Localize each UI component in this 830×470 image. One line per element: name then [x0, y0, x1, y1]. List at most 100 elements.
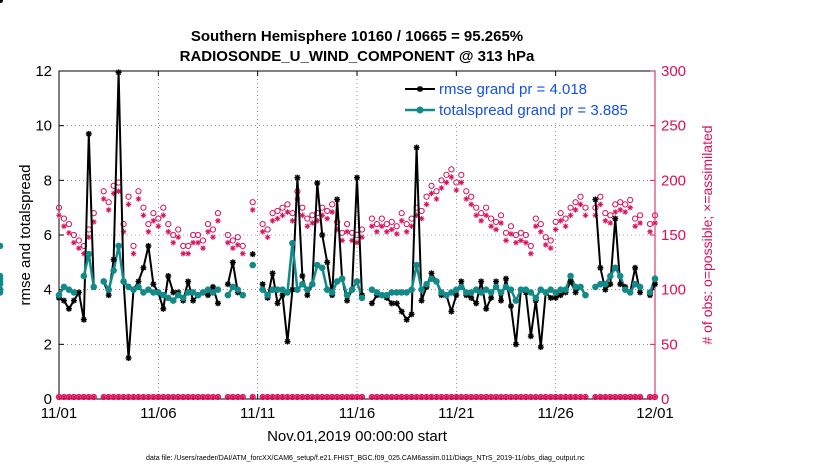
obs-possible-marker — [155, 215, 162, 222]
rmse-point — [453, 292, 460, 299]
obs-assimilated-marker — [627, 204, 633, 211]
obs-assimilated-zero-marker — [81, 394, 87, 400]
obs-assimilated-marker — [607, 220, 614, 226]
obs-assimilated-marker — [513, 239, 519, 246]
obs-possible-marker — [497, 212, 505, 219]
obs-assimilated-zero-marker — [468, 394, 475, 400]
obs-assimilated-marker — [537, 228, 544, 235]
obs-possible-marker — [378, 215, 385, 222]
obs-possible-marker — [627, 196, 634, 204]
rmse-point — [214, 300, 221, 307]
totalspread-point — [651, 275, 659, 283]
x-tick-label: 11/21 — [438, 405, 474, 422]
obs-possible-marker — [532, 215, 539, 222]
obs-possible-marker — [522, 231, 529, 239]
obs-possible-marker — [557, 210, 564, 217]
obs-assimilated-zero-marker — [383, 394, 390, 400]
totalspread-point — [383, 291, 391, 299]
totalspread-point — [150, 289, 157, 296]
totalspread-point — [304, 286, 311, 293]
rmse-point — [205, 292, 211, 299]
obs-possible-marker — [324, 207, 331, 215]
rmse-point — [354, 174, 360, 181]
totalspread-point — [199, 289, 207, 296]
obs-assimilated-zero-marker — [379, 394, 385, 400]
y2-axis-label: # of obs: o=possible; ×=assimilated — [699, 125, 715, 344]
obs-possible-marker — [65, 220, 73, 228]
obs-assimilated-marker — [562, 223, 569, 230]
obs-assimilated-marker — [170, 239, 177, 246]
totalspread-point — [294, 286, 301, 293]
obs-assimilated-zero-marker — [552, 394, 559, 400]
rmse-point — [637, 289, 644, 296]
obs-possible-marker — [607, 212, 614, 219]
obs-assimilated-marker — [532, 223, 539, 230]
obs-assimilated-zero-marker — [493, 394, 499, 400]
obs-assimilated-zero-marker — [597, 394, 604, 400]
obs-possible-marker — [463, 188, 470, 195]
obs-possible-marker — [229, 237, 236, 244]
totalspread-point — [100, 278, 107, 285]
obs-possible-marker — [264, 226, 271, 233]
obs-assimilated-marker — [56, 212, 62, 219]
totalspread-point — [274, 286, 281, 293]
legend-rmse-label: rmse grand pr = 4.018 — [439, 81, 587, 98]
totalspread-point — [418, 286, 425, 293]
rmse-point — [403, 316, 410, 323]
obs-assimilated-zero-marker — [443, 394, 450, 400]
obs-assimilated-zero-marker — [532, 394, 539, 400]
totalspread-point — [557, 286, 564, 293]
obs-assimilated-marker — [483, 212, 489, 219]
rmse-point — [507, 303, 514, 310]
totalspread-point — [532, 294, 540, 302]
obs-possible-marker — [492, 218, 500, 225]
obs-possible-marker — [478, 210, 485, 217]
obs-assimilated-marker — [448, 174, 455, 180]
obs-possible-marker — [403, 220, 410, 228]
totalspread-point — [343, 291, 351, 299]
totalspread-point — [224, 291, 232, 299]
obs-possible-marker — [224, 231, 231, 239]
obs-possible-marker — [165, 220, 172, 228]
obs-assimilated-zero-marker — [304, 394, 311, 400]
totalspread-point — [184, 289, 192, 296]
obs-possible-marker — [512, 231, 520, 239]
obs-assimilated-marker — [105, 207, 112, 213]
obs-possible-marker — [582, 204, 589, 211]
totalspread-point — [492, 283, 500, 291]
obs-assimilated-marker — [259, 228, 266, 235]
x-tick-label: 11/06 — [140, 405, 176, 422]
obs-possible-marker — [239, 242, 246, 250]
y2-tick-label: 250 — [661, 118, 686, 135]
totalspread-point — [194, 291, 202, 299]
obs-assimilated-marker — [398, 217, 405, 224]
obs-assimilated-marker — [458, 179, 465, 186]
legend: rmse grand pr = 4.018 totalspread grand … — [400, 76, 650, 120]
obs-assimilated-marker — [528, 250, 534, 257]
obs-assimilated-marker — [200, 245, 206, 251]
obs-assimilated-zero-marker — [547, 394, 554, 400]
rmse-point — [105, 292, 112, 299]
obs-assimilated-zero-marker — [503, 394, 509, 400]
obs-assimilated-zero-marker — [374, 394, 380, 400]
rmse-point — [428, 270, 435, 277]
totalspread-point — [160, 291, 167, 299]
obs-possible-marker — [145, 220, 152, 228]
totalspread-point — [338, 275, 346, 283]
obs-assimilated-zero-marker — [349, 394, 355, 400]
totalspread-point — [378, 291, 386, 299]
totalspread-point — [348, 286, 356, 293]
obs-possible-marker — [175, 226, 182, 233]
rmse-point — [65, 305, 72, 312]
totalspread-point — [239, 291, 247, 299]
obs-assimilated-marker — [235, 242, 241, 248]
rmse-point — [140, 264, 147, 271]
obs-assimilated-marker — [518, 237, 524, 244]
x-tick-label: 11/26 — [537, 405, 573, 422]
x-tick-label: 11/11 — [240, 405, 275, 422]
rmse-point — [274, 300, 281, 307]
obs-possible-marker — [135, 188, 142, 195]
obs-assimilated-zero-marker — [239, 394, 246, 400]
obs-assimilated-marker — [175, 234, 181, 240]
totalspread-point — [289, 239, 296, 247]
